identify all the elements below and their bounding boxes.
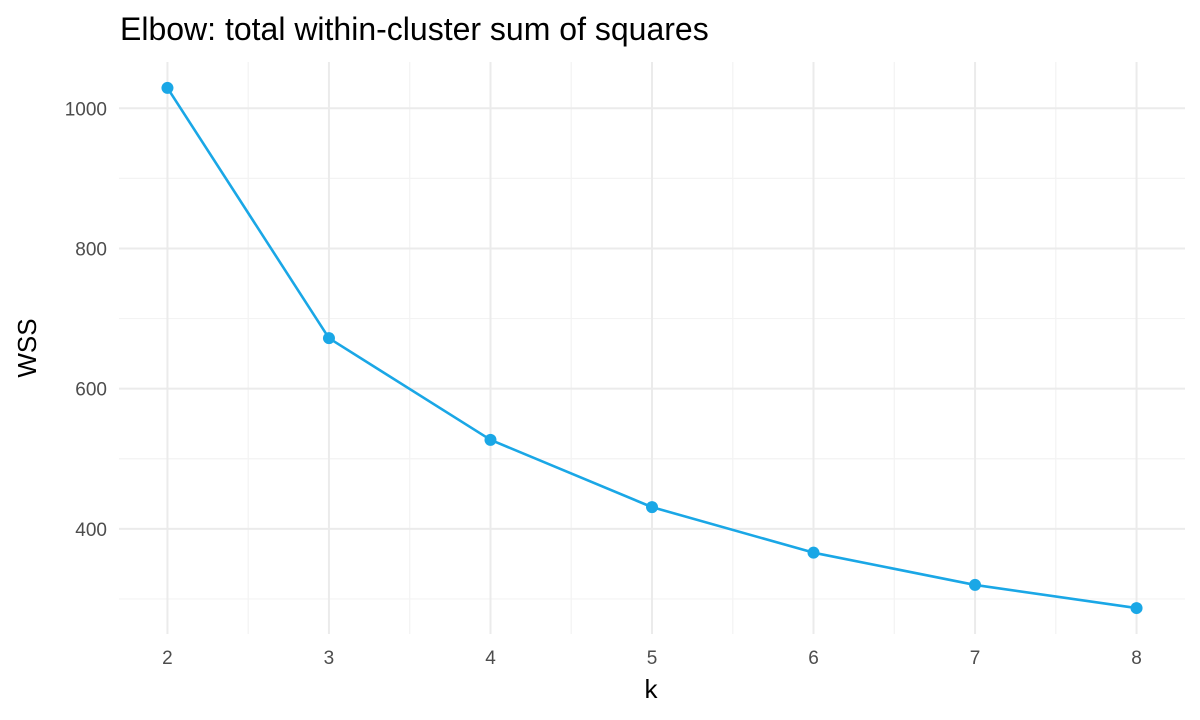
x-tick-labels: 2 3 4 5 6 7 8 (162, 648, 1142, 669)
x-tick-label: 7 (970, 648, 981, 669)
y-tick-label: 400 (75, 520, 107, 541)
x-tick-label: 4 (485, 648, 496, 669)
y-axis-title: WSS (12, 318, 42, 377)
series-group (161, 81, 1143, 615)
data-point (969, 578, 982, 591)
y-tick-label: 800 (75, 239, 107, 260)
chart-title: Elbow: total within-cluster sum of squar… (120, 11, 709, 47)
data-point (484, 433, 497, 446)
x-tick-label: 5 (647, 648, 658, 669)
x-tick-label: 6 (808, 648, 819, 669)
data-point (646, 501, 658, 514)
data-point (807, 546, 820, 559)
y-tick-label: 600 (75, 380, 107, 401)
x-axis-title: k (645, 674, 659, 704)
x-tick-label: 2 (162, 648, 173, 669)
data-point (161, 81, 174, 94)
data-point (322, 332, 335, 345)
x-tick-label: 3 (324, 648, 335, 669)
y-tick-labels: 400 600 800 1000 (65, 99, 107, 541)
x-tick-label: 8 (1131, 648, 1142, 669)
y-tick-label: 1000 (65, 99, 107, 120)
grid (119, 62, 1185, 634)
data-point (1130, 602, 1143, 615)
